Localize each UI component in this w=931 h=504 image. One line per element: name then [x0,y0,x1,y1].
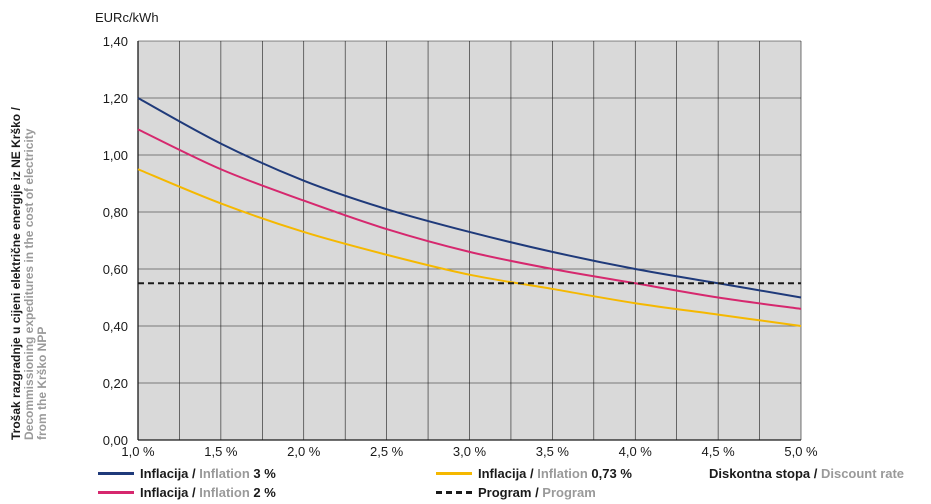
x-tick-label: 4,0 % [619,444,653,459]
legend-text-b: Inflation [199,485,254,500]
legend-text-b: Inflation [537,466,592,481]
series-line-2 [137,168,802,327]
x-tick-label: 1,5 % [204,444,238,459]
tick-labels: 0,00 0,20 0,40 0,60 0,80 1,00 1,20 1,40 1,0 % 1,5… [103,34,818,459]
legend-item-inflation-3: Inflacija / Inflation 3 % [98,466,276,482]
y-tick-label: 0,20 [103,376,128,391]
y-tick-label: 1,40 [103,34,128,49]
series-line-1 [137,128,802,310]
legend-swatch-inflation-3 [98,472,134,476]
legend-swatch-program [436,491,472,495]
legend-item-inflation-2: Inflacija / Inflation 2 % [98,485,276,501]
x-tick-label: 1,0 % [121,444,155,459]
x-tick-label: 3,5 % [536,444,570,459]
legend-swatch-inflation-073 [436,472,472,476]
x-tick-label: 2,5 % [370,444,404,459]
y-unit-label: EURc/kWh [95,10,159,25]
y-axis-label-en-1: Decommissioning expeditures in the cost … [22,128,36,440]
y-tick-label: 1,00 [103,148,128,163]
y-tick-label: 0,40 [103,319,128,334]
x-axis-title: Diskontna stopa / Discount rate [709,466,904,482]
y-tick-label: 0,00 [103,433,128,448]
legend-text-c: 3 % [253,466,276,481]
legend-text-b: Inflation [199,466,254,481]
legend-text-c: 0,73 % [591,466,632,481]
series-line-0 [137,97,802,299]
legend-item-inflation-073: Inflacija / Inflation 0,73 % [436,466,632,482]
legend-text-a: Inflacija / [478,466,538,481]
legend-text-a: Inflacija / [140,466,200,481]
legend-text-a: Inflacija / [140,485,200,500]
x-tick-label: 3,0 % [453,444,487,459]
x-tick-label: 4,5 % [702,444,736,459]
legend-text-c: 2 % [253,485,276,500]
legend-item-program: Program / Program [436,485,596,501]
y-axis-label-hr: Trošak razgradnje u cijeni električne en… [9,107,23,440]
grid [137,40,802,441]
x-tick-label: 5,0 % [784,444,818,459]
series-layer [137,97,802,327]
y-tick-label: 1,20 [103,91,128,106]
legend-text-b: Program [542,485,596,500]
y-tick-label: 0,60 [103,262,128,277]
y-tick-label: 0,80 [103,205,128,220]
x-axis-title-hr: Diskontna stopa / [709,466,821,481]
x-tick-label: 2,0 % [287,444,321,459]
legend-swatch-inflation-2 [98,491,134,495]
x-axis-title-en: Discount rate [820,466,905,481]
legend-text-a: Program / [478,485,543,500]
y-axis-label-en-2: from the Krško NPP [35,327,49,440]
